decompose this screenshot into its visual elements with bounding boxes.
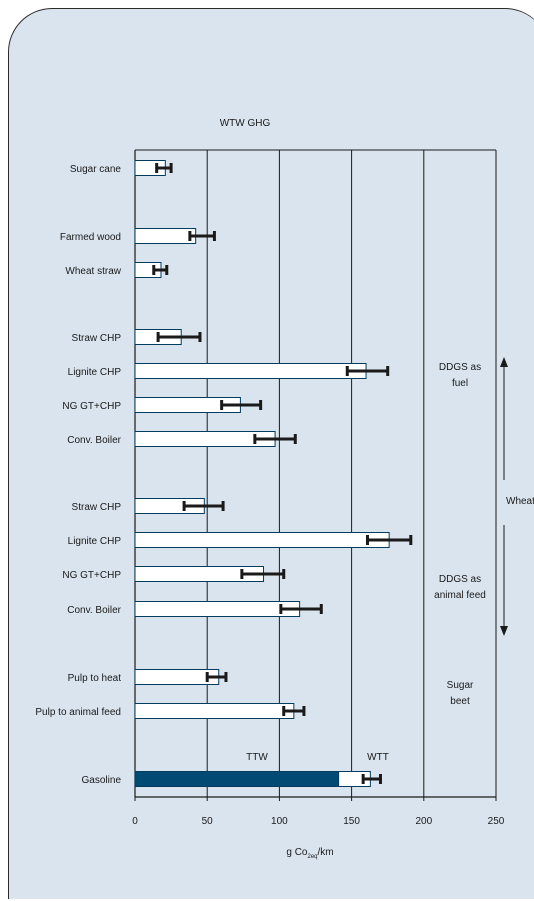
x-tick-label: 150 <box>343 816 360 827</box>
category-label: NG GT+CHP <box>62 570 121 581</box>
bar <box>134 532 390 548</box>
chart-title: WTW GHG <box>220 118 271 129</box>
category-label: Gasoline <box>82 775 122 786</box>
category-label: Lignite CHP <box>68 367 122 378</box>
group-label-wheat: Wheat <box>506 496 534 507</box>
category-label: Conv. Boiler <box>67 605 121 616</box>
group-label-beet-2: beet <box>450 696 470 707</box>
group-label-feed-2: animal feed <box>434 590 486 601</box>
category-label: Conv. Boiler <box>67 435 121 446</box>
bar <box>134 703 295 719</box>
category-label: Pulp to animal feed <box>35 707 121 718</box>
bar-ttw <box>134 771 340 787</box>
category-label: Pulp to heat <box>68 673 122 684</box>
bar <box>134 601 301 617</box>
bar <box>134 363 367 379</box>
x-tick-label: 0 <box>132 816 138 827</box>
x-tick-label: 100 <box>271 816 288 827</box>
x-tick-label: 50 <box>202 816 214 827</box>
group-label-beet-1: Sugar <box>447 680 474 691</box>
x-axis-label: g Co2eq/km <box>286 847 333 860</box>
group-label-feed-1: DDGS as <box>439 574 481 585</box>
category-label: Lignite CHP <box>68 536 122 547</box>
category-label: Straw CHP <box>72 502 122 513</box>
category-label: Wheat straw <box>65 266 121 277</box>
bar <box>134 228 197 244</box>
wheat-arrow-down-head <box>500 626 508 636</box>
category-label: Farmed wood <box>60 232 121 243</box>
category-label: Straw CHP <box>72 333 122 344</box>
group-label-fuel-2: fuel <box>452 378 468 389</box>
category-label: NG GT+CHP <box>62 401 121 412</box>
x-tick-label: 200 <box>415 816 432 827</box>
chart-panel <box>8 8 534 899</box>
wheat-arrow-up-head <box>500 357 508 367</box>
group-label-fuel-1: DDGS as <box>439 362 481 373</box>
annotation-wtt: WTT <box>367 752 389 763</box>
x-tick-label: 250 <box>488 816 505 827</box>
annotation-ttw: TTW <box>246 752 268 763</box>
category-label: Sugar cane <box>70 164 122 175</box>
